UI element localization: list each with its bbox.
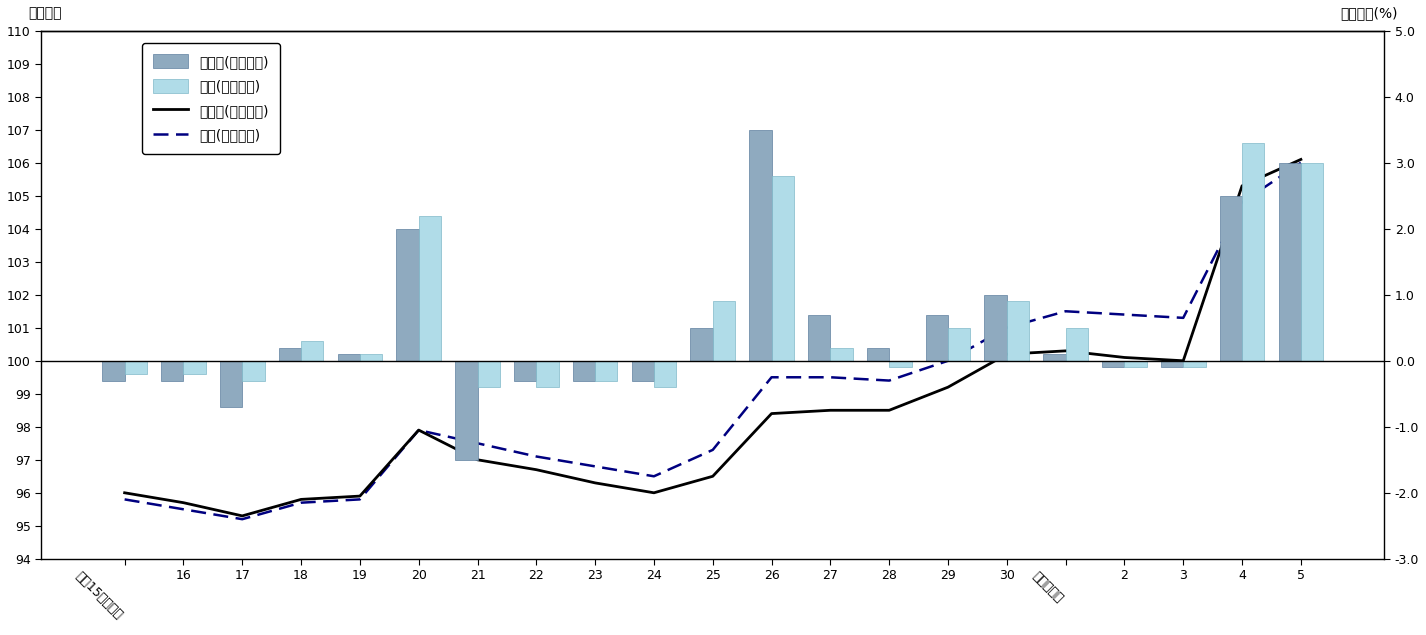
全国(総合指数) xyxy=(763,373,780,381)
Bar xyxy=(655,361,676,387)
Bar xyxy=(419,215,441,361)
高松市(総合指数) xyxy=(586,479,603,486)
Bar xyxy=(478,361,501,387)
高松市(総合指数) xyxy=(1057,347,1074,355)
Bar xyxy=(1161,361,1184,368)
全国(総合指数) xyxy=(704,446,722,453)
全国(総合指数) xyxy=(821,373,838,381)
高松市(総合指数) xyxy=(646,489,663,497)
高松市(総合指数) xyxy=(528,466,545,474)
Bar xyxy=(809,314,830,361)
全国(総合指数) xyxy=(940,357,957,364)
Bar xyxy=(1242,143,1265,361)
Bar xyxy=(242,361,265,380)
Bar xyxy=(124,361,147,374)
高松市(総合指数) xyxy=(1175,357,1192,364)
全国(総合指数) xyxy=(528,453,545,460)
Bar xyxy=(690,328,713,361)
Bar xyxy=(161,361,184,380)
Bar xyxy=(984,295,1007,361)
Bar xyxy=(632,361,655,380)
全国(総合指数) xyxy=(646,472,663,480)
高松市(総合指数) xyxy=(940,384,957,391)
全国(総合指数) xyxy=(175,505,193,513)
Bar xyxy=(713,302,734,361)
Bar xyxy=(396,229,419,361)
Bar xyxy=(1184,361,1205,368)
Bar xyxy=(359,354,382,361)
Bar xyxy=(513,361,536,380)
Bar xyxy=(890,361,911,368)
高松市(総合指数) xyxy=(292,495,309,503)
Text: 前年度比(%): 前年度比(%) xyxy=(1340,6,1397,20)
高松市(総合指数) xyxy=(234,512,251,519)
Bar xyxy=(1219,196,1242,361)
高松市(総合指数) xyxy=(351,492,368,500)
Line: 全国(総合指数): 全国(総合指数) xyxy=(124,163,1301,519)
Bar xyxy=(1279,163,1301,361)
高松市(総合指数) xyxy=(175,499,193,507)
高松市(総合指数) xyxy=(469,456,486,464)
Bar xyxy=(1065,328,1088,361)
高松市(総合指数) xyxy=(763,410,780,417)
Bar xyxy=(338,354,359,361)
全国(総合指数) xyxy=(1175,314,1192,322)
高松市(総合指数) xyxy=(998,351,1015,358)
高松市(総合指数) xyxy=(704,472,722,480)
全国(総合指数) xyxy=(116,495,133,503)
全国(総合指数) xyxy=(411,426,428,434)
全国(総合指数) xyxy=(351,495,368,503)
高松市(総合指数) xyxy=(1233,182,1251,190)
高松市(総合指数) xyxy=(821,406,838,414)
Bar xyxy=(301,341,324,361)
Bar xyxy=(925,314,948,361)
高松市(総合指数) xyxy=(116,489,133,497)
Bar xyxy=(1102,361,1125,368)
全国(総合指数) xyxy=(586,462,603,470)
Legend: 高松市(前年度比), 全国(前年度比), 高松市(総合指数), 全国(総合指数): 高松市(前年度比), 全国(前年度比), 高松市(総合指数), 全国(総合指数) xyxy=(143,43,279,154)
高松市(総合指数) xyxy=(1292,156,1309,163)
Bar xyxy=(948,328,970,361)
Bar xyxy=(278,347,301,361)
Bar xyxy=(1044,354,1065,361)
全国(総合指数) xyxy=(1057,307,1074,315)
Bar xyxy=(536,361,559,387)
Bar xyxy=(749,130,771,361)
全国(総合指数) xyxy=(998,324,1015,331)
高松市(総合指数) xyxy=(411,426,428,434)
Bar xyxy=(1301,163,1323,361)
全国(総合指数) xyxy=(469,439,486,447)
全国(総合指数) xyxy=(1292,159,1309,166)
Bar xyxy=(455,361,478,460)
Bar xyxy=(573,361,595,380)
Bar xyxy=(184,361,205,374)
Text: 総合指数: 総合指数 xyxy=(27,6,61,20)
全国(総合指数) xyxy=(292,499,309,507)
高松市(総合指数) xyxy=(881,406,898,414)
高松市(総合指数) xyxy=(1117,354,1134,361)
Bar xyxy=(771,176,794,361)
Bar xyxy=(220,361,242,407)
Bar xyxy=(830,347,853,361)
Bar xyxy=(1007,302,1030,361)
Line: 高松市(総合指数): 高松市(総合指数) xyxy=(124,159,1301,516)
全国(総合指数) xyxy=(234,516,251,523)
Bar xyxy=(867,347,890,361)
Bar xyxy=(1125,361,1147,368)
全国(総合指数) xyxy=(1233,199,1251,206)
Bar xyxy=(103,361,124,380)
Bar xyxy=(595,361,617,380)
全国(総合指数) xyxy=(881,377,898,384)
全国(総合指数) xyxy=(1117,311,1134,318)
